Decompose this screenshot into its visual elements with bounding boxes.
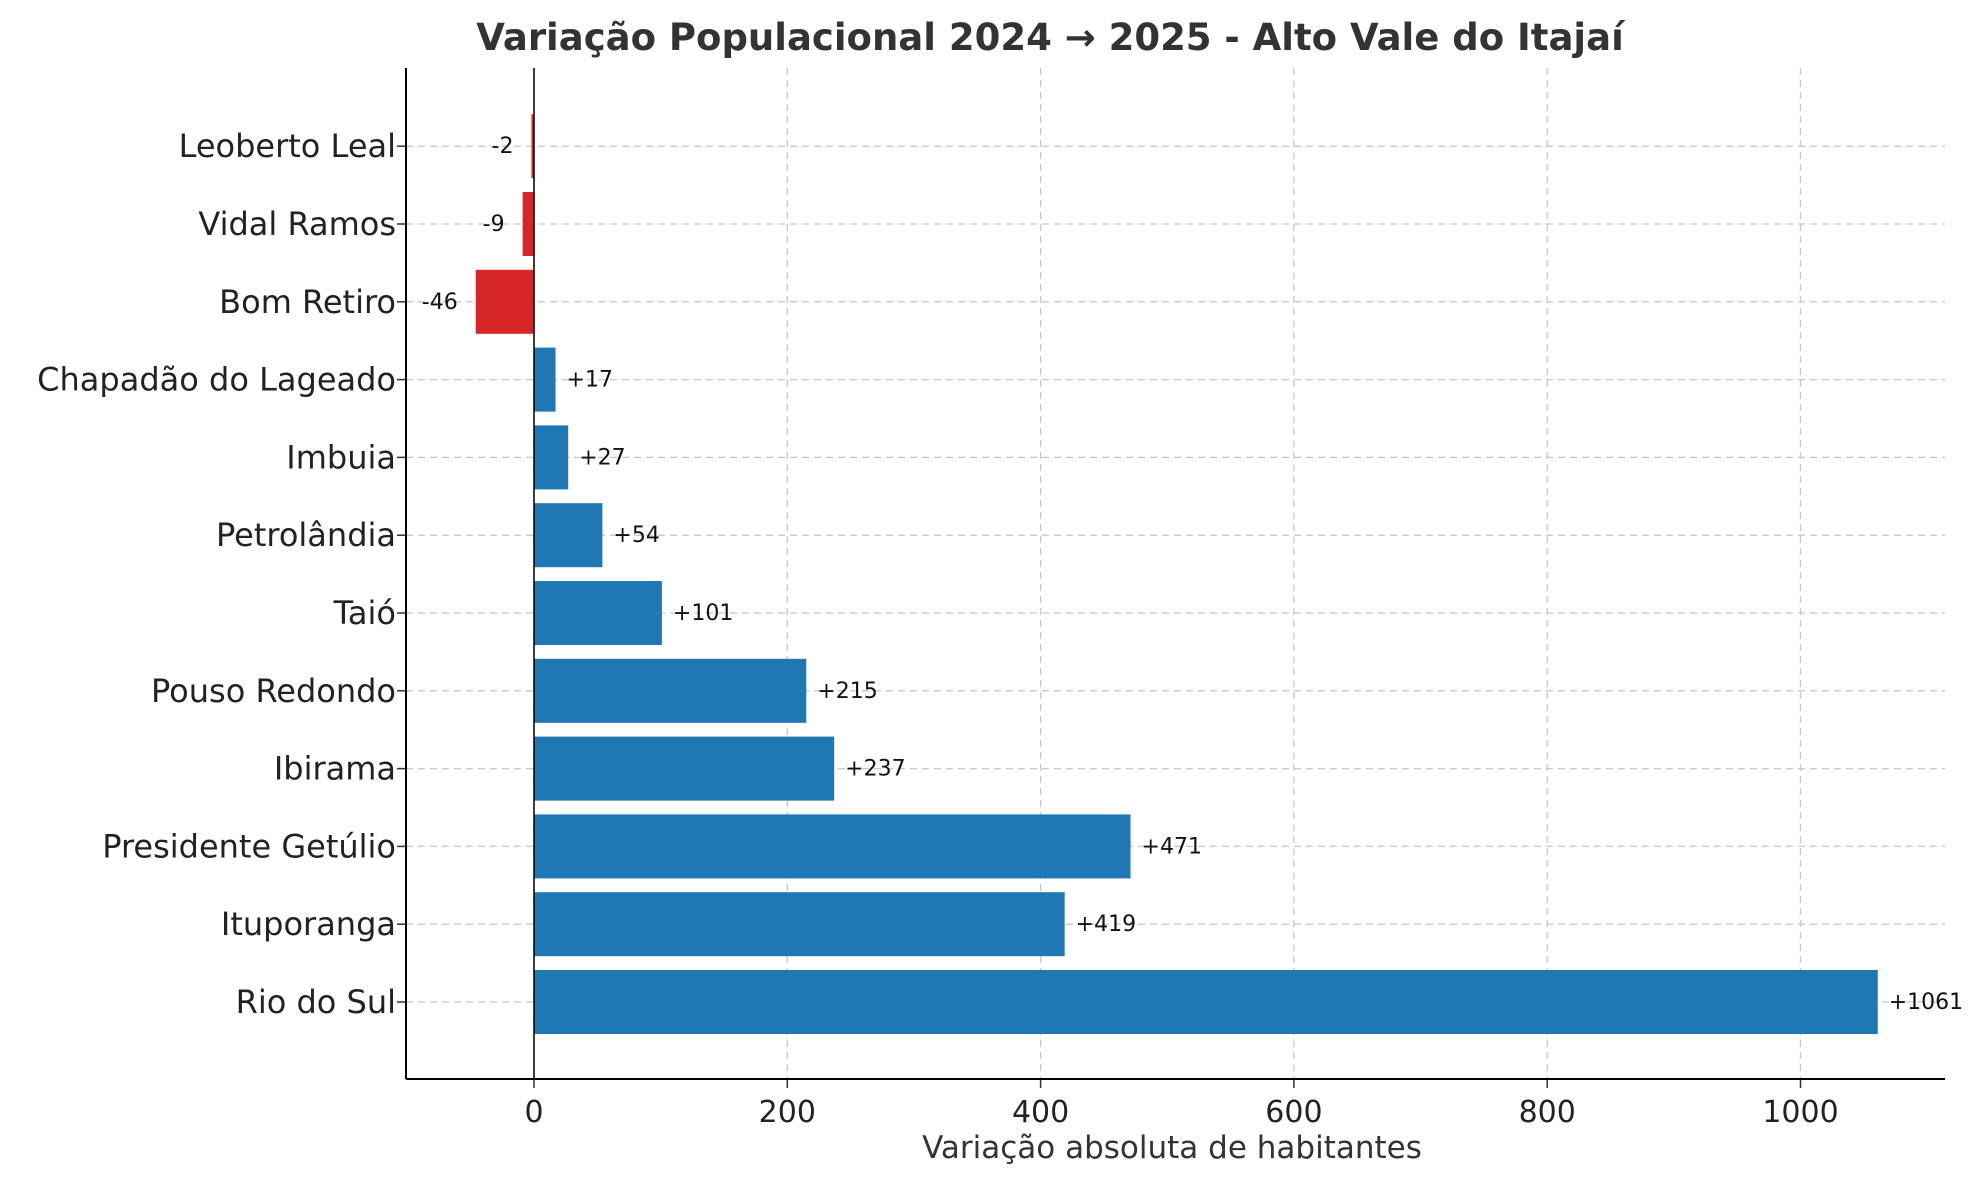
bar bbox=[534, 892, 1065, 957]
bars-layer bbox=[475, 114, 1878, 1034]
x-tick-label: 1000 bbox=[1762, 1095, 1838, 1130]
x-tick-label: 600 bbox=[1265, 1095, 1322, 1130]
bar bbox=[534, 581, 662, 645]
bar-value-label: -2 bbox=[492, 134, 514, 159]
bar bbox=[534, 503, 603, 568]
bar-value-label: +237 bbox=[845, 757, 905, 782]
category-label: Chapadão do Lageado bbox=[37, 361, 396, 399]
category-label: Bom Retiro bbox=[219, 283, 396, 321]
bar-value-label: +419 bbox=[1076, 912, 1136, 937]
category-label: Imbuia bbox=[286, 438, 396, 476]
x-tick-label: 200 bbox=[759, 1095, 816, 1130]
bar bbox=[534, 347, 556, 412]
bar-value-label: +54 bbox=[613, 523, 659, 548]
bar bbox=[534, 658, 807, 723]
bar bbox=[531, 114, 534, 179]
category-label: Ituporanga bbox=[221, 905, 396, 943]
x-axis-label: Variação absoluta de habitantes bbox=[922, 1130, 1422, 1166]
category-label: Rio do Sul bbox=[236, 983, 396, 1021]
category-label: Pouso Redondo bbox=[151, 672, 396, 710]
bar-value-label: +215 bbox=[817, 679, 877, 704]
bar-value-label: +27 bbox=[579, 445, 625, 470]
category-label: Vidal Ramos bbox=[198, 205, 396, 243]
chart-title: Variação Populacional 2024 → 2025 - Alto… bbox=[476, 16, 1626, 59]
bar-value-label: +17 bbox=[567, 368, 613, 393]
bar bbox=[522, 192, 534, 256]
bar bbox=[534, 970, 1878, 1034]
bar-value-label: -46 bbox=[422, 290, 458, 315]
bar bbox=[534, 736, 835, 801]
x-tick-label: 400 bbox=[1012, 1095, 1069, 1130]
bar-value-label: -9 bbox=[483, 212, 505, 237]
x-tick-label: 0 bbox=[524, 1095, 543, 1130]
bar-value-label: +471 bbox=[1142, 834, 1202, 859]
category-label: Presidente Getúlio bbox=[102, 827, 396, 865]
bar-value-label: +101 bbox=[673, 601, 733, 626]
category-label: Taió bbox=[333, 594, 396, 632]
category-label: Ibirama bbox=[274, 750, 396, 788]
bar bbox=[534, 814, 1131, 879]
x-tick-label: 800 bbox=[1519, 1095, 1576, 1130]
axes-layer: 0 200 400 600 800 1000 Rio do Sul Ituporanga Pre… bbox=[37, 68, 1945, 1130]
bar bbox=[534, 425, 569, 490]
bar-value-label: +1061 bbox=[1889, 990, 1963, 1015]
category-label: Petrolândia bbox=[216, 516, 396, 554]
labels-layer: +1061 +419 +471 +237 +215 +101 +54 +27 +17 -46 -9 -… bbox=[422, 134, 1963, 1015]
bar bbox=[475, 269, 534, 334]
grid-layer bbox=[406, 68, 1945, 1079]
category-label: Leoberto Leal bbox=[179, 127, 396, 165]
